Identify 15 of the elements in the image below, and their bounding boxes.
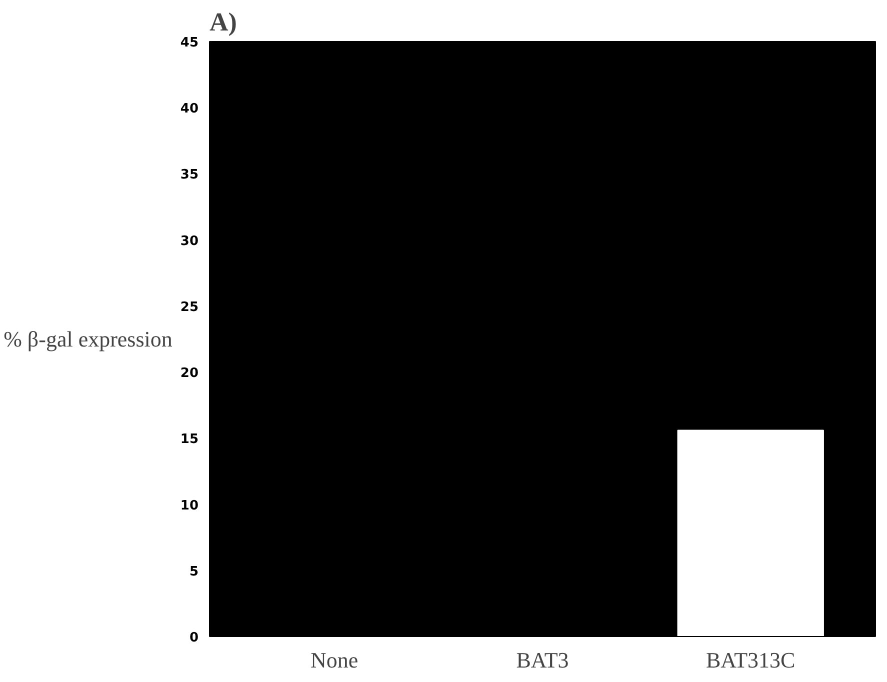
y-tick-label: 20 — [180, 366, 199, 382]
y-tick-label: 40 — [180, 102, 199, 117]
y-tick-label: 25 — [180, 300, 199, 315]
y-tick-label: 35 — [180, 168, 199, 183]
y-tick-label: 10 — [180, 498, 199, 514]
y-tick-label: 45 — [180, 36, 199, 50]
y-tick-label: 30 — [180, 234, 199, 249]
x-tick-label: BAT313C — [706, 648, 796, 672]
y-tick-label: 0 — [189, 630, 198, 646]
x-tick-label: None — [310, 648, 358, 672]
chart-title: A) — [210, 8, 237, 36]
y-tick-label: 15 — [180, 432, 199, 448]
y-tick-label: 5 — [189, 564, 198, 580]
x-tick-label: BAT3 — [516, 648, 569, 672]
y-axis-title: % β-gal expression — [4, 326, 172, 352]
